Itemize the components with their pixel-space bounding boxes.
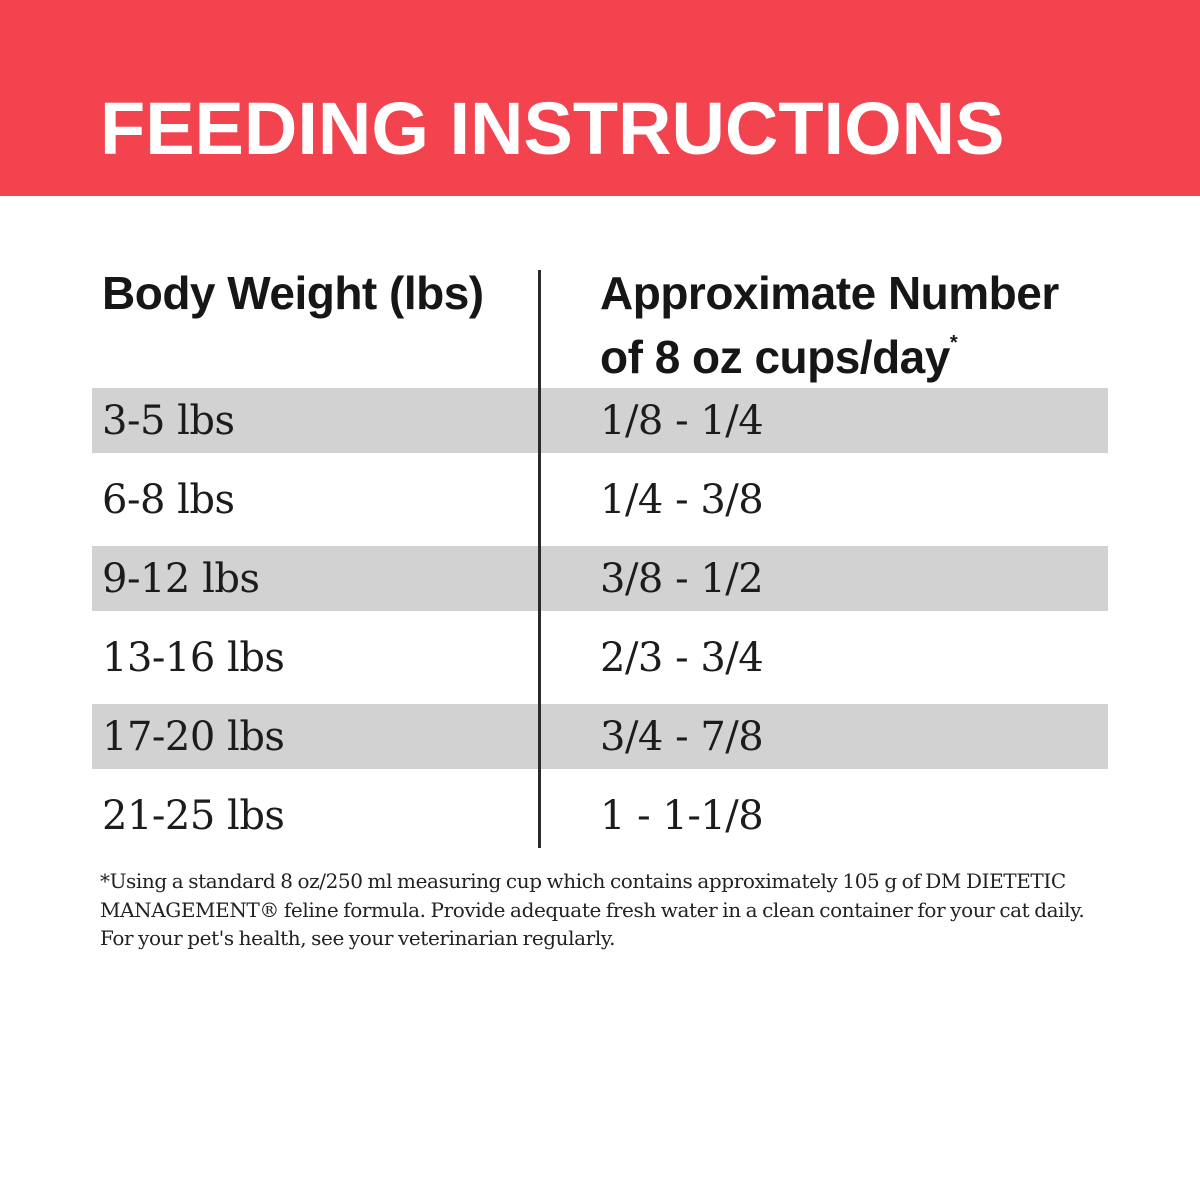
footnote-marker: * — [949, 332, 958, 354]
table-row: 13-16 lbs 2/3 - 3/4 — [92, 618, 1108, 697]
page-title: FEEDING INSTRUCTIONS — [100, 87, 1005, 170]
body-weight-cell: 3-5 lbs — [102, 397, 235, 444]
footnote-text: *Using a standard 8 oz/250 ml measuring … — [100, 869, 1085, 950]
table-row: 21-25 lbs 1 - 1-1/8 — [92, 776, 1108, 855]
column-header-body-weight: Body Weight (lbs) — [102, 267, 484, 319]
cups-cell: 3/8 - 1/2 — [600, 555, 764, 602]
table-row: 17-20 lbs 3/4 - 7/8 — [92, 697, 1108, 776]
cups-cell: 3/4 - 7/8 — [600, 713, 764, 760]
header-banner: FEEDING INSTRUCTIONS — [0, 0, 1200, 196]
cups-cell: 2/3 - 3/4 — [600, 634, 764, 681]
column-header-cups-line1: Approximate Number — [600, 267, 1059, 319]
table-row: 3-5 lbs 1/8 - 1/4 — [92, 381, 1108, 460]
body-weight-cell: 21-25 lbs — [102, 792, 285, 839]
body-weight-cell: 9-12 lbs — [102, 555, 260, 602]
cups-cell: 1/8 - 1/4 — [600, 397, 764, 444]
feeding-table: Body Weight (lbs) Approximate Number of … — [92, 268, 1108, 855]
table-row: 6-8 lbs 1/4 - 3/8 — [92, 460, 1108, 539]
table-row: 9-12 lbs 3/8 - 1/2 — [92, 539, 1108, 618]
column-divider — [538, 270, 541, 848]
column-header-cups: Approximate Number of 8 oz cups/day* — [540, 267, 1108, 383]
cups-cell: 1 - 1-1/8 — [600, 792, 764, 839]
column-header-cups-line2: of 8 oz cups/day — [600, 331, 950, 383]
cups-cell: 1/4 - 3/8 — [600, 476, 764, 523]
body-weight-cell: 6-8 lbs — [102, 476, 235, 523]
body-weight-cell: 17-20 lbs — [102, 713, 285, 760]
body-weight-cell: 13-16 lbs — [102, 634, 285, 681]
table-header-row: Body Weight (lbs) Approximate Number of … — [92, 267, 1108, 383]
